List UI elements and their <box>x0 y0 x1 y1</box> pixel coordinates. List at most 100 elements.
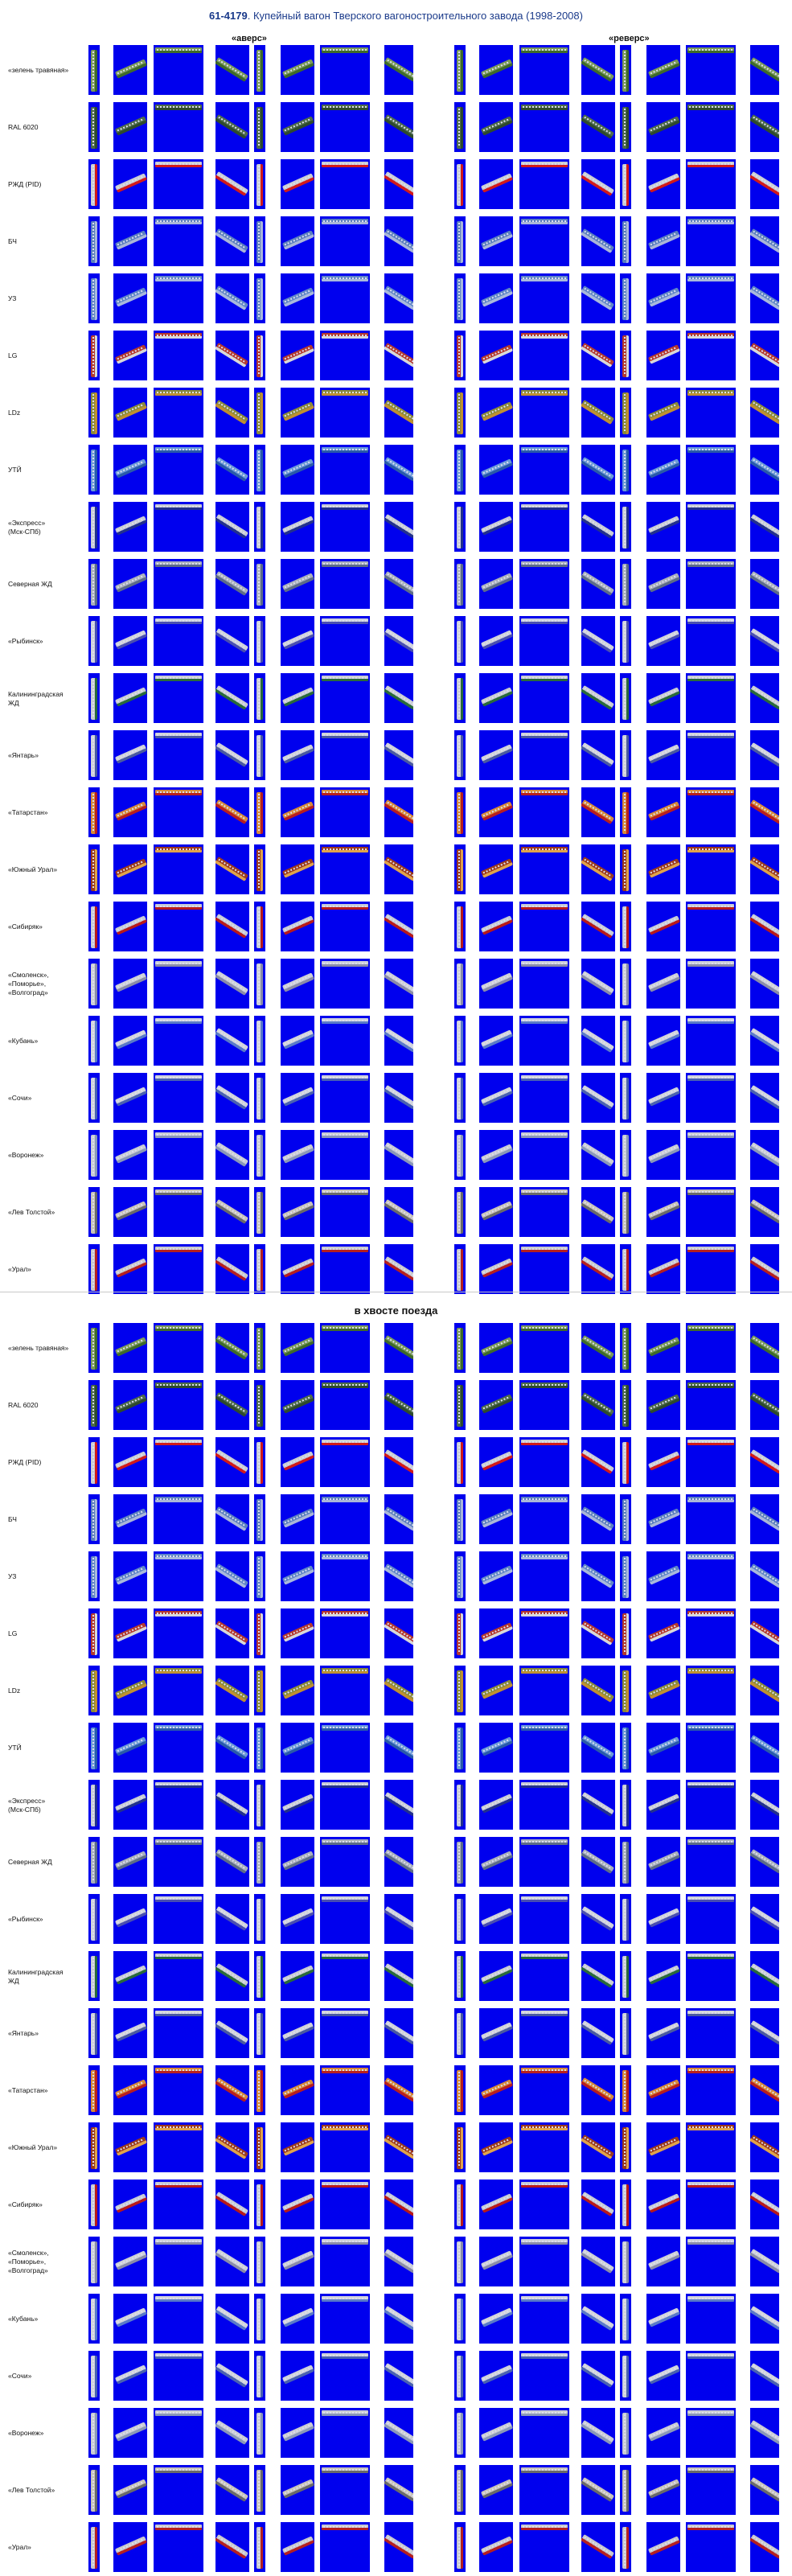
forward-view-reverse-thumbnail[interactable] <box>620 388 631 438</box>
forward-view-reverse-thumbnail[interactable] <box>454 730 466 780</box>
tail-view-reverse-thumbnail[interactable] <box>454 1780 466 1830</box>
tail-view-forward-thumbnail[interactable] <box>281 1666 314 1715</box>
forward-view-reverse-thumbnail[interactable] <box>686 959 736 1009</box>
tail-view-forward-thumbnail[interactable] <box>113 2122 147 2172</box>
tail-view-reverse-thumbnail[interactable] <box>581 2465 615 2515</box>
forward-view-reverse-thumbnail[interactable] <box>479 331 513 380</box>
tail-view-reverse-thumbnail[interactable] <box>454 2237 466 2286</box>
tail-view-forward-thumbnail[interactable] <box>384 1494 413 1544</box>
forward-view-reverse-thumbnail[interactable] <box>750 331 779 380</box>
tail-view-forward-thumbnail[interactable] <box>320 1666 370 1715</box>
tail-view-reverse-thumbnail[interactable] <box>620 1723 631 1773</box>
tail-view-reverse-thumbnail[interactable] <box>581 2065 615 2115</box>
forward-view-forward-thumbnail[interactable] <box>384 673 413 723</box>
forward-view-reverse-thumbnail[interactable] <box>581 216 615 266</box>
forward-view-forward-thumbnail[interactable] <box>320 1016 370 1066</box>
forward-view-forward-thumbnail[interactable] <box>88 616 100 666</box>
forward-view-forward-thumbnail[interactable] <box>113 102 147 152</box>
tail-view-forward-thumbnail[interactable] <box>281 2180 314 2229</box>
forward-view-reverse-thumbnail[interactable] <box>479 959 513 1009</box>
forward-view-reverse-thumbnail[interactable] <box>479 1130 513 1180</box>
forward-view-reverse-thumbnail[interactable] <box>646 45 680 95</box>
tail-view-reverse-thumbnail[interactable] <box>620 1666 631 1715</box>
tail-view-reverse-thumbnail[interactable] <box>519 1437 569 1487</box>
forward-view-forward-thumbnail[interactable] <box>254 787 265 837</box>
tail-view-reverse-thumbnail[interactable] <box>479 1837 513 1887</box>
tail-view-forward-thumbnail[interactable] <box>254 1380 265 1430</box>
tail-view-reverse-thumbnail[interactable] <box>479 2408 513 2458</box>
forward-view-forward-thumbnail[interactable] <box>281 216 314 266</box>
forward-view-reverse-thumbnail[interactable] <box>479 902 513 951</box>
tail-view-forward-thumbnail[interactable] <box>281 2465 314 2515</box>
tail-view-reverse-thumbnail[interactable] <box>581 2351 615 2401</box>
tail-view-reverse-thumbnail[interactable] <box>646 1551 680 1601</box>
tail-view-reverse-thumbnail[interactable] <box>519 1666 569 1715</box>
forward-view-forward-thumbnail[interactable] <box>113 1016 147 1066</box>
tail-view-forward-thumbnail[interactable] <box>254 1894 265 1944</box>
forward-view-reverse-thumbnail[interactable] <box>454 388 466 438</box>
tail-view-forward-thumbnail[interactable] <box>215 2351 249 2401</box>
tail-view-forward-thumbnail[interactable] <box>215 1380 249 1430</box>
forward-view-forward-thumbnail[interactable] <box>281 616 314 666</box>
tail-view-reverse-thumbnail[interactable] <box>454 1666 466 1715</box>
tail-view-forward-thumbnail[interactable] <box>88 1437 100 1487</box>
tail-view-forward-thumbnail[interactable] <box>320 2522 370 2572</box>
forward-view-reverse-thumbnail[interactable] <box>646 388 680 438</box>
forward-view-forward-thumbnail[interactable] <box>254 1244 265 1294</box>
tail-view-forward-thumbnail[interactable] <box>215 1780 249 1830</box>
forward-view-forward-thumbnail[interactable] <box>320 1244 370 1294</box>
forward-view-forward-thumbnail[interactable] <box>88 730 100 780</box>
tail-view-forward-thumbnail[interactable] <box>113 1780 147 1830</box>
forward-view-reverse-thumbnail[interactable] <box>646 730 680 780</box>
tail-view-forward-thumbnail[interactable] <box>384 2122 413 2172</box>
tail-view-reverse-thumbnail[interactable] <box>686 1551 736 1601</box>
forward-view-forward-thumbnail[interactable] <box>254 502 265 552</box>
forward-view-reverse-thumbnail[interactable] <box>519 388 569 438</box>
forward-view-forward-thumbnail[interactable] <box>281 45 314 95</box>
tail-view-reverse-thumbnail[interactable] <box>519 1551 569 1601</box>
tail-view-reverse-thumbnail[interactable] <box>479 2522 513 2572</box>
tail-view-forward-thumbnail[interactable] <box>88 2351 100 2401</box>
tail-view-forward-thumbnail[interactable] <box>154 1551 203 1601</box>
forward-view-reverse-thumbnail[interactable] <box>479 844 513 894</box>
forward-view-forward-thumbnail[interactable] <box>254 388 265 438</box>
forward-view-reverse-thumbnail[interactable] <box>750 730 779 780</box>
forward-view-reverse-thumbnail[interactable] <box>620 1016 631 1066</box>
forward-view-reverse-thumbnail[interactable] <box>686 216 736 266</box>
forward-view-forward-thumbnail[interactable] <box>113 1130 147 1180</box>
tail-view-forward-thumbnail[interactable] <box>384 2065 413 2115</box>
tail-view-forward-thumbnail[interactable] <box>384 1323 413 1373</box>
tail-view-forward-thumbnail[interactable] <box>320 2237 370 2286</box>
forward-view-reverse-thumbnail[interactable] <box>620 216 631 266</box>
tail-view-forward-thumbnail[interactable] <box>113 1608 147 1658</box>
tail-view-reverse-thumbnail[interactable] <box>581 1437 615 1487</box>
tail-view-forward-thumbnail[interactable] <box>384 1780 413 1830</box>
tail-view-reverse-thumbnail[interactable] <box>646 1780 680 1830</box>
tail-view-reverse-thumbnail[interactable] <box>519 1780 569 1830</box>
forward-view-reverse-thumbnail[interactable] <box>620 331 631 380</box>
forward-view-forward-thumbnail[interactable] <box>154 1187 203 1237</box>
forward-view-reverse-thumbnail[interactable] <box>686 1244 736 1294</box>
tail-view-reverse-thumbnail[interactable] <box>646 2351 680 2401</box>
tail-view-forward-thumbnail[interactable] <box>113 2065 147 2115</box>
forward-view-forward-thumbnail[interactable] <box>113 730 147 780</box>
forward-view-forward-thumbnail[interactable] <box>281 331 314 380</box>
forward-view-forward-thumbnail[interactable] <box>154 216 203 266</box>
tail-view-reverse-thumbnail[interactable] <box>686 1894 736 1944</box>
forward-view-forward-thumbnail[interactable] <box>88 273 100 323</box>
tail-view-reverse-thumbnail[interactable] <box>479 1323 513 1373</box>
tail-view-reverse-thumbnail[interactable] <box>750 1837 779 1887</box>
forward-view-forward-thumbnail[interactable] <box>88 159 100 209</box>
tail-view-reverse-thumbnail[interactable] <box>750 2237 779 2286</box>
tail-view-reverse-thumbnail[interactable] <box>686 2465 736 2515</box>
tail-view-forward-thumbnail[interactable] <box>154 2408 203 2458</box>
tail-view-forward-thumbnail[interactable] <box>88 2465 100 2515</box>
forward-view-forward-thumbnail[interactable] <box>320 1187 370 1237</box>
tail-view-forward-thumbnail[interactable] <box>154 1951 203 2001</box>
forward-view-forward-thumbnail[interactable] <box>320 844 370 894</box>
tail-view-forward-thumbnail[interactable] <box>254 1494 265 1544</box>
tail-view-forward-thumbnail[interactable] <box>254 2065 265 2115</box>
tail-view-forward-thumbnail[interactable] <box>281 2351 314 2401</box>
tail-view-forward-thumbnail[interactable] <box>320 2465 370 2515</box>
forward-view-forward-thumbnail[interactable] <box>215 159 249 209</box>
